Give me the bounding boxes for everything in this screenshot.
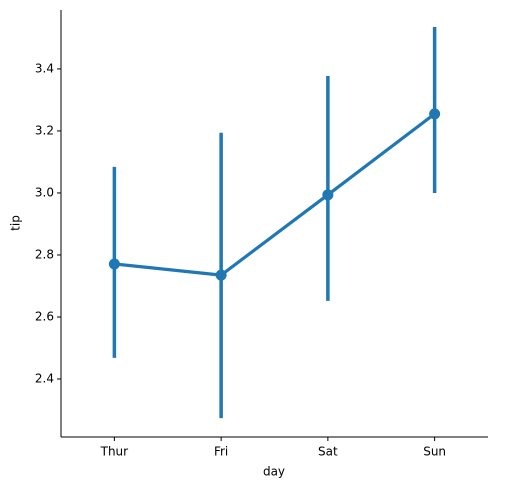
point — [429, 108, 441, 120]
y-tick-label: 2.8 — [35, 247, 54, 261]
line — [114, 112, 436, 277]
point — [215, 269, 227, 281]
x-tick-label: Thur — [100, 445, 129, 459]
y-tick-label: 3.0 — [35, 185, 54, 199]
x-axis-label: day — [263, 465, 285, 479]
y-tick-label: 2.4 — [35, 372, 54, 386]
x-tick-label: Sun — [423, 445, 446, 459]
point — [108, 258, 120, 270]
y-axis-label: tip — [9, 215, 23, 231]
y-tick-label: 3.4 — [35, 61, 54, 75]
y-tick-label: 3.2 — [35, 123, 54, 137]
x-tick-label: Fri — [214, 445, 228, 459]
point — [322, 189, 334, 201]
x-tick-label: Sat — [318, 445, 338, 459]
y-tick-label: 2.6 — [35, 309, 54, 323]
